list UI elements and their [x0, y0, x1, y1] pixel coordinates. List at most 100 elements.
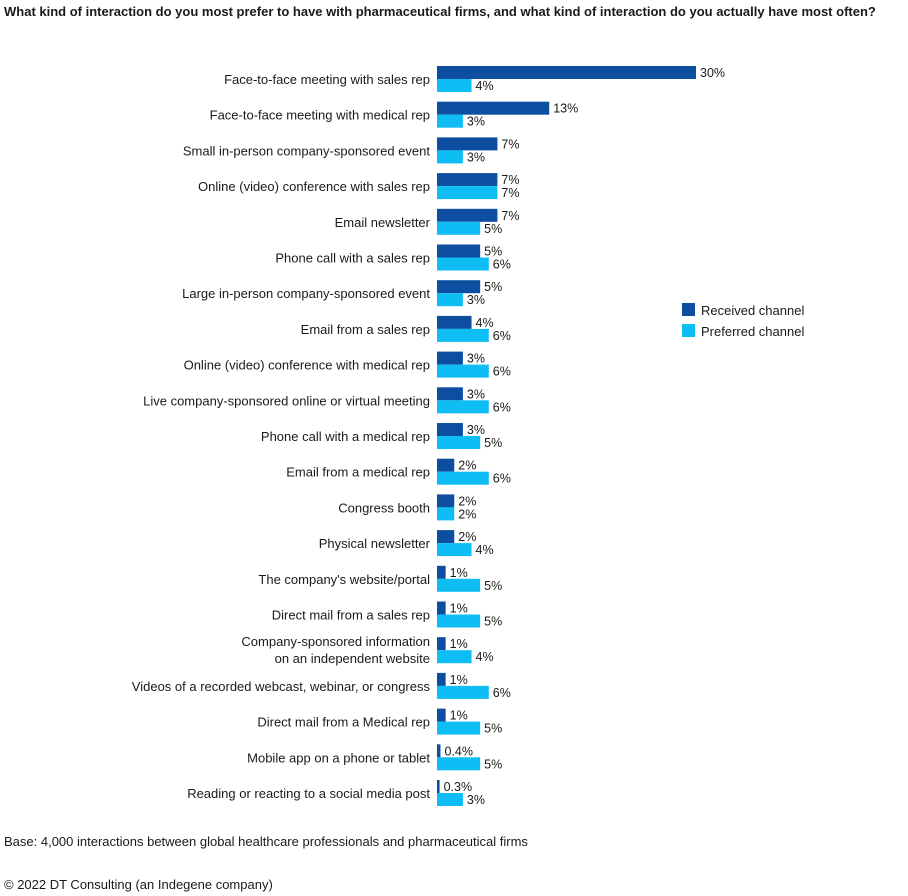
legend-swatch	[682, 324, 695, 337]
received-value-label: 1%	[450, 673, 468, 687]
received-value-label: 1%	[450, 637, 468, 651]
preferred-bar	[437, 150, 463, 164]
received-bar	[437, 244, 481, 258]
received-bar	[437, 637, 446, 651]
category-label: Reading or reacting to a social media po…	[187, 786, 430, 801]
legend-label: Received channel	[701, 303, 804, 318]
preferred-value-label: 3%	[467, 150, 485, 164]
preferred-bar	[437, 507, 455, 521]
legend-swatch	[682, 303, 695, 316]
received-value-label: 0.3%	[444, 780, 473, 794]
received-bar	[437, 101, 550, 115]
received-value-label: 1%	[450, 566, 468, 580]
preferred-value-label: 6%	[493, 329, 511, 343]
preferred-value-label: 6%	[493, 400, 511, 414]
received-bar	[437, 173, 498, 187]
received-bar	[437, 744, 441, 758]
received-bar	[437, 780, 440, 793]
received-value-label: 30%	[700, 66, 725, 80]
received-value-label: 5%	[484, 245, 502, 259]
received-bar	[437, 672, 446, 686]
preferred-bar	[437, 114, 463, 128]
preferred-value-label: 7%	[501, 186, 519, 200]
received-value-label: 2%	[458, 459, 476, 473]
preferred-bar	[437, 400, 489, 414]
received-value-label: 3%	[467, 352, 485, 366]
received-bar	[437, 565, 446, 579]
preferred-bar	[437, 578, 481, 592]
category-label: Mobile app on a phone or tablet	[247, 750, 430, 765]
bar-chart: Face-to-face meeting with sales rep 30% 4%…	[132, 66, 804, 807]
category-label: Face-to-face meeting with sales rep	[224, 72, 430, 87]
preferred-value-label: 4%	[476, 543, 494, 557]
preferred-bar	[437, 685, 489, 699]
received-value-label: 7%	[501, 137, 519, 151]
preferred-bar	[437, 328, 489, 342]
received-bar	[437, 494, 455, 508]
received-bar	[437, 423, 463, 436]
category-label: Videos of a recorded webcast, webinar, o…	[132, 679, 431, 694]
category-label: Physical newsletter	[319, 536, 431, 551]
received-bar	[437, 387, 463, 401]
preferred-bar	[437, 471, 489, 485]
preferred-value-label: 5%	[484, 222, 502, 236]
preferred-value-label: 5%	[484, 615, 502, 629]
base-note: Base: 4,000 interactions between global …	[4, 834, 528, 849]
preferred-value-label: 3%	[467, 293, 485, 307]
received-bar	[437, 208, 498, 222]
category-label: Direct mail from a sales rep	[272, 608, 430, 623]
received-value-label: 7%	[501, 209, 519, 223]
received-value-label: 13%	[553, 102, 578, 116]
received-bar	[437, 66, 696, 79]
preferred-value-label: 5%	[484, 757, 502, 771]
category-label: Large in-person company-sponsored event	[182, 286, 430, 301]
category-label: Phone call with a medical rep	[261, 429, 430, 444]
preferred-bar	[437, 364, 489, 378]
legend-label: Preferred channel	[701, 324, 804, 339]
category-label: Company-sponsored information on an indep…	[241, 634, 430, 666]
preferred-value-label: 6%	[493, 365, 511, 379]
copyright-note: © 2022 DT Consulting (an Indegene compan…	[4, 877, 273, 892]
category-label: Congress booth	[338, 500, 430, 515]
category-label: Online (video) conference with sales rep	[198, 179, 430, 194]
category-label: Online (video) conference with medical r…	[184, 358, 430, 373]
preferred-bar	[437, 436, 481, 449]
category-label: Phone call with a sales rep	[275, 251, 430, 266]
category-label: Face-to-face meeting with medical rep	[210, 108, 430, 123]
preferred-value-label: 3%	[467, 793, 485, 807]
preferred-bar	[437, 793, 463, 806]
preferred-bar	[437, 650, 472, 664]
chart-title: What kind of interaction do you most pre…	[4, 4, 876, 19]
preferred-value-label: 5%	[484, 579, 502, 593]
preferred-bar	[437, 757, 481, 771]
received-value-label: 5%	[484, 280, 502, 294]
received-bar	[437, 280, 481, 294]
preferred-value-label: 4%	[476, 79, 494, 93]
preferred-bar	[437, 221, 481, 235]
received-value-label: 7%	[501, 173, 519, 187]
received-bar	[437, 708, 446, 722]
preferred-value-label: 5%	[484, 436, 502, 450]
preferred-bar	[437, 614, 481, 628]
preferred-bar	[437, 186, 498, 200]
received-value-label: 4%	[476, 316, 494, 330]
preferred-bar	[437, 79, 472, 92]
received-value-label: 0.4%	[444, 744, 473, 758]
category-label: The company's website/portal	[258, 572, 430, 587]
received-value-label: 1%	[450, 602, 468, 616]
category-label: Small in-person company-sponsored event	[183, 143, 431, 158]
received-bar	[437, 458, 455, 472]
preferred-value-label: 6%	[493, 258, 511, 272]
received-bar	[437, 530, 455, 544]
preferred-value-label: 4%	[476, 650, 494, 664]
received-value-label: 3%	[467, 423, 485, 437]
preferred-bar	[437, 257, 489, 271]
received-value-label: 2%	[458, 494, 476, 508]
received-value-label: 2%	[458, 530, 476, 544]
received-bar	[437, 137, 498, 151]
preferred-bar	[437, 543, 472, 557]
preferred-bar	[437, 721, 481, 735]
received-bar	[437, 351, 463, 365]
category-label: Live company-sponsored online or virtual…	[143, 393, 430, 408]
category-label: Email newsletter	[335, 215, 431, 230]
